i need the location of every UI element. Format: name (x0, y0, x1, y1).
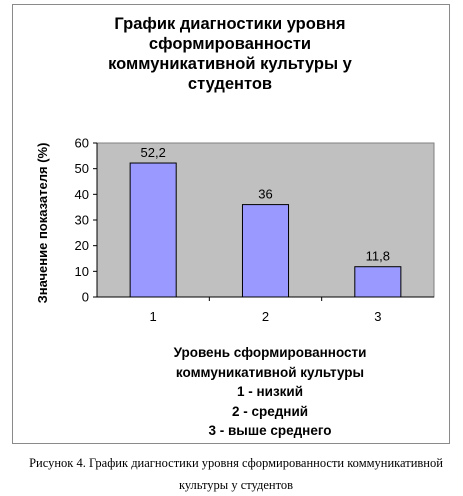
chart-title-line: График диагностики уровня (114, 15, 346, 33)
y-tick-label: 50 (75, 161, 89, 176)
x-axis-label-line: Уровень сформированности (173, 345, 367, 360)
figure-caption-line: Рисунок 4. График диагностики уровня сфо… (29, 456, 443, 470)
figure-caption: Рисунок 4. График диагностики уровня сфо… (6, 452, 463, 496)
y-tick-label: 60 (75, 136, 89, 151)
bar (129, 162, 177, 298)
y-tick-label: 10 (75, 264, 89, 279)
bar-data-label: 11,8 (366, 249, 390, 264)
y-tick-label: 40 (75, 187, 89, 202)
y-tick-label: 20 (75, 238, 89, 253)
x-tick-label: 3 (374, 309, 381, 324)
bar (354, 266, 402, 298)
bar-data-label: 36 (258, 187, 272, 202)
x-axis-legend-line: 1 - низкий (236, 384, 304, 399)
x-tick-label: 1 (150, 309, 157, 324)
x-tick-label: 2 (262, 309, 269, 324)
chart-title-line: коммуникативной культуры у (108, 55, 352, 73)
bar-data-label: 52,2 (141, 145, 166, 160)
y-axis-label: Значение показателя (%) (35, 143, 50, 304)
chart-title-line: студентов (187, 75, 273, 93)
chart-title: График диагностики уровня сформированнос… (12, 14, 448, 94)
bar (241, 204, 290, 298)
x-axis-label: Уровень сформированности коммуникативной… (150, 343, 390, 441)
y-tick-label: 30 (75, 213, 89, 228)
x-axis-legend-line: 3 - выше среднего (208, 423, 332, 438)
chart-title-line: сформированности (148, 35, 312, 53)
y-tick-label: 0 (82, 290, 89, 305)
figure-caption-line: культуры у студентов (178, 478, 294, 492)
x-axis-legend-line: 2 - средний (231, 403, 309, 419)
x-axis-label-line: коммуникативной культуры (175, 364, 365, 380)
